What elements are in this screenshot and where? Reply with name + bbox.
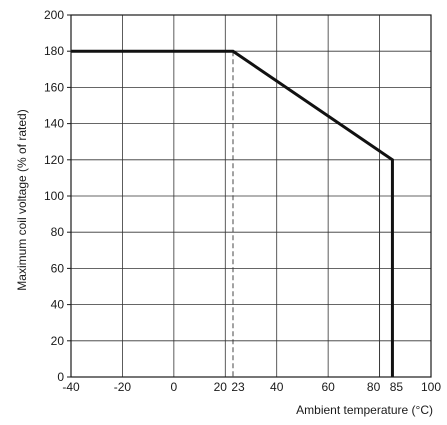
- max-voltage-line: [71, 49, 394, 377]
- x-tick-label: 80: [367, 380, 381, 394]
- x-tick-label: 40: [270, 380, 284, 394]
- y-tick-label: 120: [44, 153, 64, 167]
- y-tick-labels: 0 20 40 60 80 100 120 140 160 180 200: [44, 8, 71, 384]
- x-tick-label: 20: [214, 380, 228, 394]
- y-tick-label: 200: [44, 8, 64, 22]
- y-tick-label: 20: [51, 334, 65, 348]
- y-tick-label: 80: [51, 225, 65, 239]
- x-tick-label: -20: [114, 380, 132, 394]
- y-tick-label: 0: [57, 370, 64, 384]
- y-tick-label: 160: [44, 80, 64, 94]
- x-tick-labels: -40 -20 0 20 23 40 60 80 85 100: [62, 380, 441, 394]
- series-layer: [71, 49, 394, 377]
- y-tick-label: 40: [51, 298, 65, 312]
- x-tick-label: 23: [231, 380, 245, 394]
- y-axis-label: Maximum coil voltage (% of rated): [15, 109, 29, 290]
- x-tick-label: 85: [390, 380, 404, 394]
- x-tick-label: -40: [62, 380, 80, 394]
- y-tick-label: 180: [44, 44, 64, 58]
- x-axis-label: Ambient temperature (°C): [296, 403, 433, 417]
- y-tick-label: 140: [44, 117, 64, 131]
- reference-lines: [232, 51, 381, 377]
- grid-lines: [70, 14, 432, 378]
- y-tick-label: 60: [51, 261, 65, 275]
- y-tick-label: 100: [44, 189, 64, 203]
- x-tick-label: 60: [321, 380, 335, 394]
- x-tick-label: 100: [421, 380, 441, 394]
- x-tick-label: 0: [171, 380, 178, 394]
